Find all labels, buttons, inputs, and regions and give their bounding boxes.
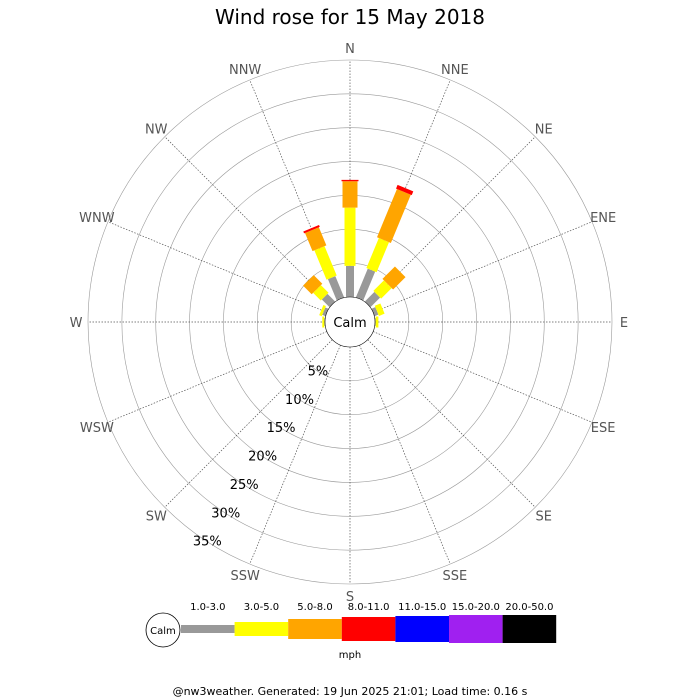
legend-label-4: 8.0-11.0: [348, 602, 390, 613]
direction-label-sse: SSE: [442, 569, 467, 584]
bar-nw-3: [303, 275, 323, 295]
legend-label-2: 3.0-5.0: [244, 602, 279, 613]
direction-label-w: W: [70, 316, 83, 331]
bar-wnw-1: [322, 307, 329, 317]
ring-label-30: 30%: [211, 506, 240, 521]
direction-label-s: S: [346, 590, 354, 605]
calm-circle: Calm: [324, 296, 376, 348]
chart-title: Wind rose for 15 May 2018: [215, 5, 485, 29]
bar-nw-1: [321, 293, 336, 308]
ring-label-15: 15%: [267, 421, 296, 436]
spoke-nw: [164, 136, 333, 305]
bar-ne-3: [382, 266, 406, 290]
direction-labels: N NNE NE ENE E ESE SE SSE S SSW SW WSW W WNW NW NNW: [70, 42, 629, 605]
spoke-wnw: [107, 221, 328, 313]
bar-ene-1: [371, 307, 379, 317]
legend-swatch-6: [449, 615, 503, 643]
calm-label: Calm: [333, 316, 366, 331]
direction-label-nw: NW: [145, 122, 168, 137]
legend-calm-label: Calm: [150, 626, 176, 637]
bar-wnw-2: [319, 305, 326, 317]
grid-ring-35: [87, 59, 613, 585]
spoke-wsw: [107, 331, 328, 423]
spoke-ene: [372, 221, 593, 313]
spoke-ese: [372, 331, 593, 423]
legend-label-1: 1.0-3.0: [190, 602, 225, 613]
direction-label-wsw: WSW: [80, 421, 114, 436]
legend-swatch-7: [502, 615, 557, 643]
wind-bars: [303, 179, 414, 328]
legend-label-6: 15.0-20.0: [452, 602, 500, 613]
bar-ene-2: [374, 303, 385, 316]
legend-swatch-3: [288, 619, 342, 639]
direction-label-ne: NE: [535, 122, 553, 137]
bar-nne-1: [355, 268, 376, 301]
direction-label-sw: SW: [146, 510, 167, 525]
spoke-sw: [164, 339, 333, 508]
spoke-ssw: [249, 344, 341, 565]
legend-calm-circle: [145, 612, 181, 648]
calm-ring: [324, 296, 376, 348]
direction-label-wnw: WNW: [79, 211, 115, 226]
direction-label-ese: ESE: [591, 421, 616, 436]
legend-swatch-5: [395, 616, 449, 642]
direction-label-e: E: [620, 316, 628, 331]
bar-ne-1: [364, 291, 381, 308]
direction-label-n: N: [345, 42, 355, 57]
bar-nne-3: [376, 189, 411, 243]
ring-label-10: 10%: [285, 393, 314, 408]
ring-label-5: 5%: [308, 364, 329, 379]
legend-swatch-4: [341, 617, 396, 641]
ring-label-35: 35%: [193, 535, 222, 550]
bar-nnw-3: [304, 227, 327, 252]
spoke-sse: [359, 344, 451, 565]
grid-ring-30: [121, 93, 579, 551]
speed-legend: Calm 1.0-3.0 3.0-5.0 5.0-8.0 8.0-11.0 11.0-15…: [145, 602, 557, 661]
footer-text: @nw3weather. Generated: 19 Jun 2025 21:0…: [173, 685, 528, 698]
direction-label-nne: NNE: [441, 63, 469, 78]
direction-label-se: SE: [536, 510, 552, 525]
ring-label-25: 25%: [230, 478, 259, 493]
direction-label-nnw: NNW: [229, 63, 261, 78]
legend-label-5: 11.0-15.0: [398, 602, 446, 613]
bar-nne-2: [366, 237, 390, 273]
bar-nnw-2: [314, 246, 337, 280]
legend-label-7: 20.0-50.0: [505, 602, 553, 613]
direction-label-ene: ENE: [590, 211, 616, 226]
bar-nnw-1: [327, 276, 345, 301]
spoke-se: [367, 339, 536, 508]
legend-swatch-2: [234, 622, 289, 636]
ring-label-20: 20%: [248, 450, 277, 465]
bar-nnw-4: [303, 224, 320, 234]
legend-label-3: 5.0-8.0: [297, 602, 332, 613]
legend-swatch-1: [181, 625, 235, 633]
bar-ne-2: [373, 280, 392, 299]
ring-labels: 5% 10% 15% 20% 25% 30% 35%: [193, 364, 328, 549]
direction-label-ssw: SSW: [230, 569, 260, 584]
bar-nne-4: [396, 184, 414, 196]
legend-units: mph: [339, 650, 361, 661]
bar-nw-2: [313, 285, 329, 301]
